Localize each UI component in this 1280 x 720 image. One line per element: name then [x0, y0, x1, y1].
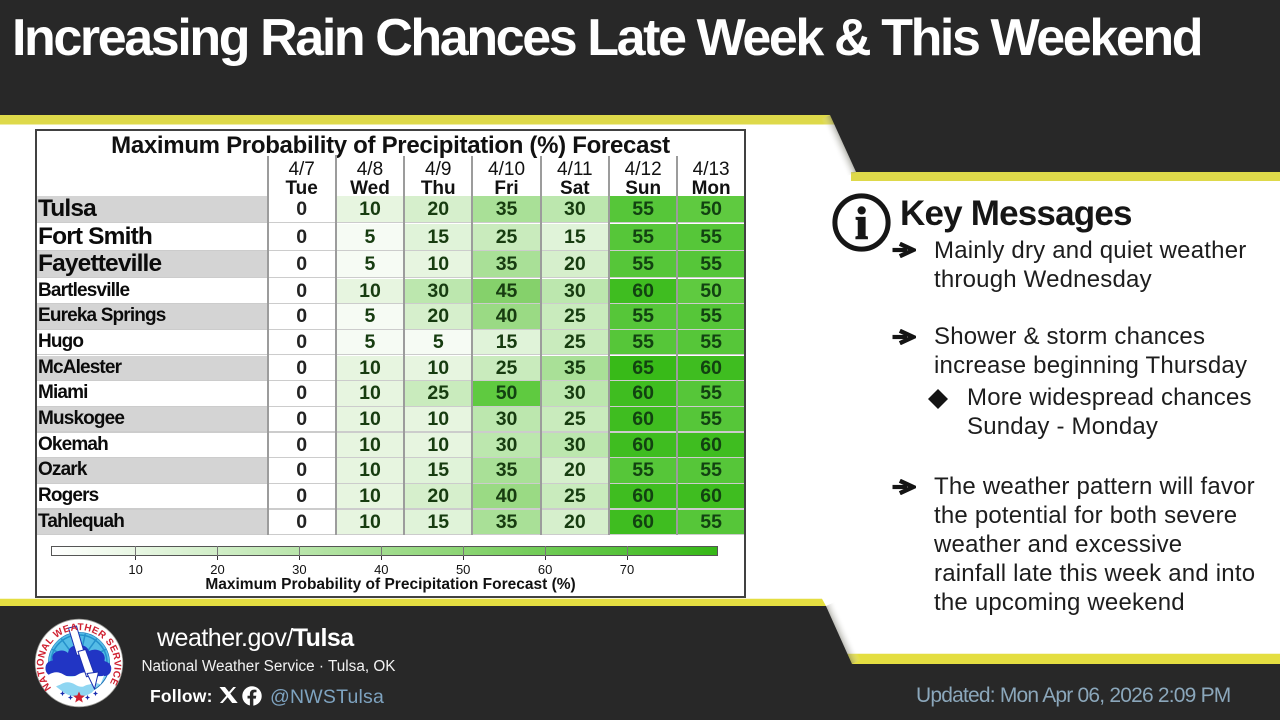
svg-text:i: i — [855, 198, 868, 249]
